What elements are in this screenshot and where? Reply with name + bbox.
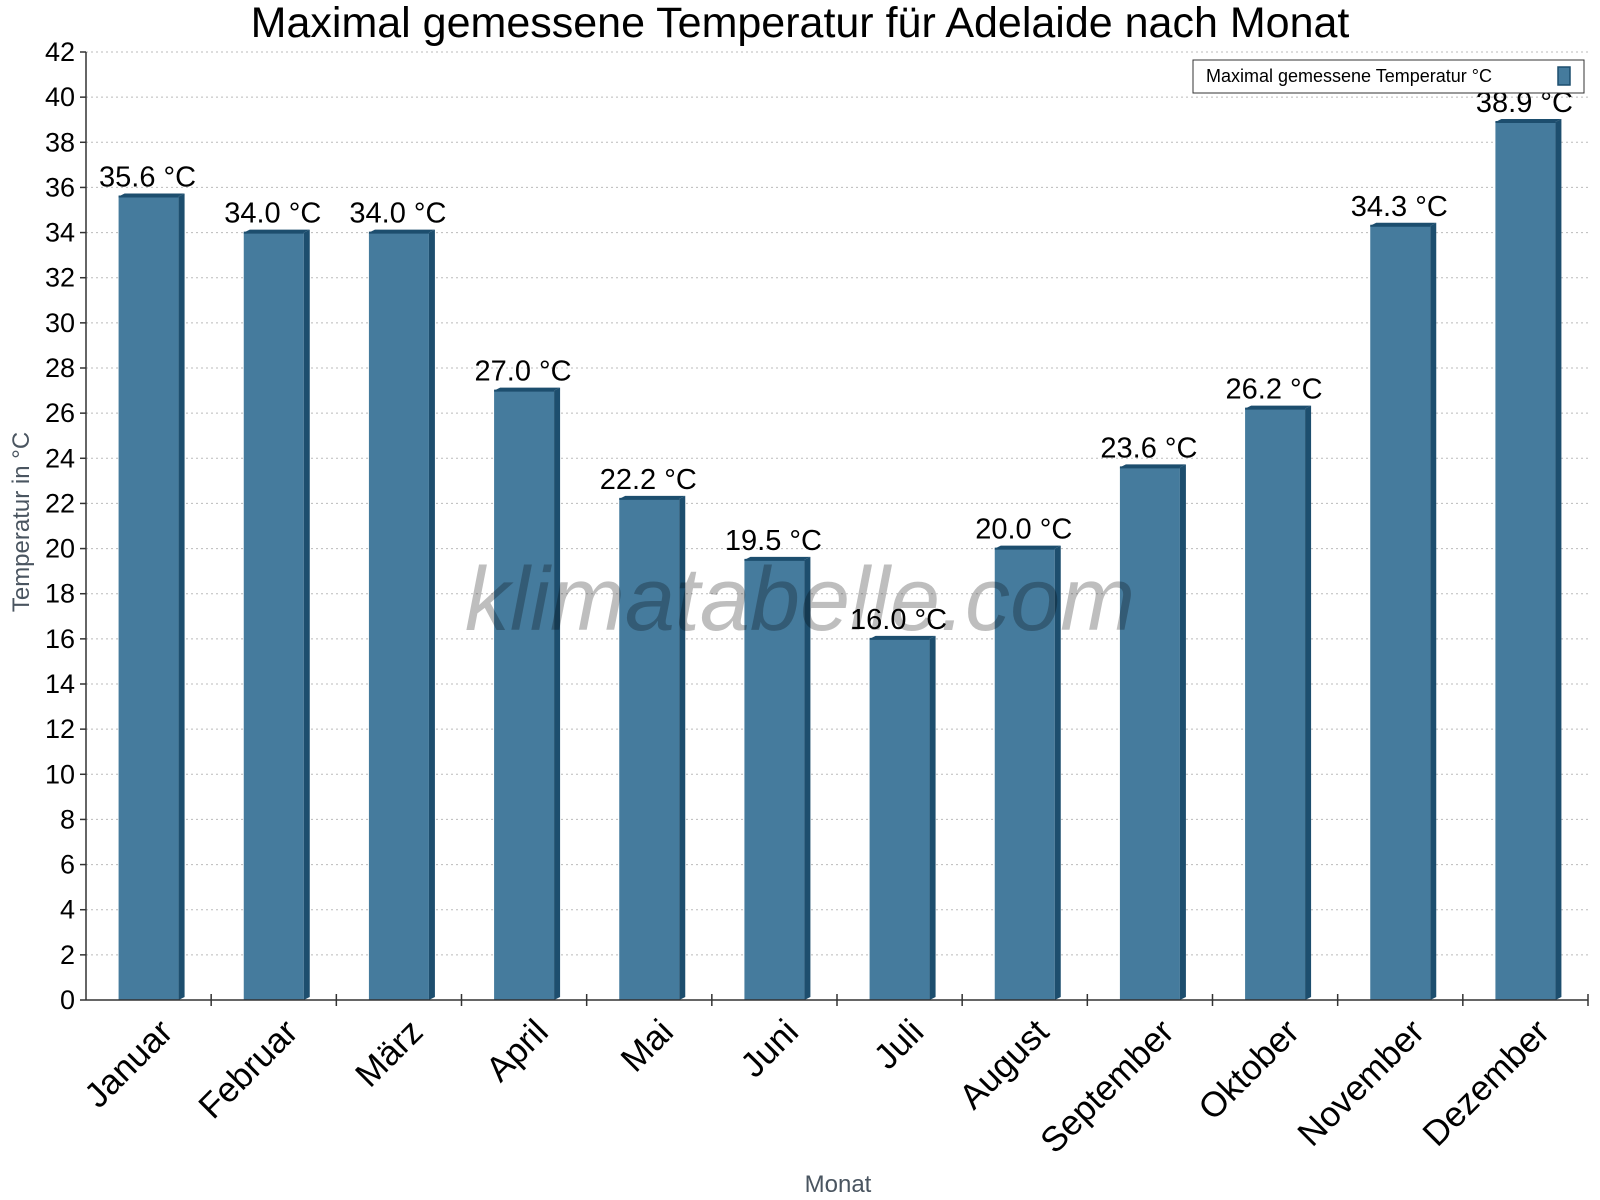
bar-front bbox=[243, 232, 304, 1001]
y-tick-label: 22 bbox=[45, 488, 75, 518]
bar-side bbox=[1555, 118, 1562, 1000]
grid bbox=[86, 51, 1588, 956]
x-tick-label: Mai bbox=[613, 1012, 680, 1079]
bar bbox=[1119, 464, 1186, 1000]
y-tick-label: 30 bbox=[45, 308, 75, 338]
bar-front bbox=[118, 196, 179, 1000]
y-tick-label: 4 bbox=[60, 895, 75, 925]
x-tick-label: Januar bbox=[77, 1012, 180, 1115]
x-tick-label: August bbox=[952, 1012, 1057, 1117]
y-tick-label: 24 bbox=[45, 443, 75, 473]
bar bbox=[869, 635, 936, 1000]
bar-front bbox=[744, 559, 805, 1000]
data-label: 34.0 °C bbox=[224, 198, 321, 230]
y-tick-label: 0 bbox=[60, 985, 75, 1015]
bar-side bbox=[178, 193, 185, 1000]
bar-side bbox=[303, 229, 310, 1001]
bar bbox=[243, 229, 310, 1001]
bar-side bbox=[1179, 464, 1186, 1000]
legend-label: Maximal gemessene Temperatur °C bbox=[1206, 66, 1492, 86]
y-tick-label: 18 bbox=[45, 579, 75, 609]
bar-side bbox=[554, 387, 561, 1001]
chart-title: Maximal gemessene Temperatur für Adelaid… bbox=[251, 0, 1350, 47]
x-axis-label: Monat bbox=[805, 1171, 872, 1198]
x-tick-label: April bbox=[479, 1012, 556, 1089]
bar-front bbox=[1245, 408, 1306, 1001]
bar bbox=[744, 556, 811, 1000]
y-tick-label: 10 bbox=[45, 759, 75, 789]
y-tick-label: 16 bbox=[45, 624, 75, 654]
bar bbox=[1370, 222, 1437, 1001]
bar-side bbox=[804, 556, 811, 1000]
bar-front bbox=[869, 638, 930, 1000]
bar-front bbox=[1119, 467, 1180, 1000]
bar bbox=[1495, 118, 1562, 1000]
data-label: 27.0 °C bbox=[475, 356, 572, 388]
y-tick-label: 6 bbox=[60, 850, 75, 880]
legend: Maximal gemessene Temperatur °C bbox=[1192, 59, 1585, 94]
y-axis-label: Temperatur in °C bbox=[8, 432, 35, 612]
bar-side bbox=[1305, 405, 1312, 1001]
y-tick-label: 2 bbox=[60, 940, 75, 970]
data-label: 22.2 °C bbox=[600, 464, 697, 496]
bar-front bbox=[994, 548, 1055, 1000]
data-label: 35.6 °C bbox=[99, 161, 196, 193]
y-tick-label: 42 bbox=[45, 37, 75, 67]
y-tick-label: 28 bbox=[45, 353, 75, 383]
bar-side bbox=[1430, 222, 1437, 1001]
x-tick-label: September bbox=[1033, 1012, 1182, 1161]
y-tick-label: 26 bbox=[45, 398, 75, 428]
bar-side bbox=[428, 229, 435, 1001]
bar-side bbox=[929, 635, 936, 1000]
y-tick-label: 32 bbox=[45, 263, 75, 293]
data-label: 34.0 °C bbox=[349, 198, 446, 230]
legend-box bbox=[1192, 59, 1585, 94]
x-ticks: Januar Februar März April Mai Juni Juli AugustS… bbox=[77, 994, 1589, 1161]
y-tick-label: 20 bbox=[45, 534, 75, 564]
x-tick-label: November bbox=[1290, 1012, 1432, 1154]
bar-front bbox=[1370, 225, 1431, 1001]
x-tick-label: Oktober bbox=[1191, 1012, 1307, 1128]
bar-front bbox=[619, 498, 680, 1000]
bar-front bbox=[1495, 121, 1556, 1000]
bar bbox=[118, 193, 185, 1000]
x-tick-label: Dezember bbox=[1415, 1012, 1557, 1154]
bar-front bbox=[368, 232, 429, 1001]
y-tick-label: 14 bbox=[45, 669, 75, 699]
data-label: 19.5 °C bbox=[725, 525, 822, 557]
data-label: 26.2 °C bbox=[1226, 374, 1323, 406]
data-labels: 35.6 °C 34.0 °C 34.0 °C 27.0 °C 22.2 °C 19.5 … bbox=[99, 87, 1573, 636]
bars bbox=[118, 118, 1562, 1001]
y-tick-label: 34 bbox=[45, 218, 75, 248]
bar bbox=[994, 545, 1061, 1000]
bar bbox=[1245, 405, 1312, 1001]
bar-side bbox=[1054, 545, 1061, 1000]
legend-swatch bbox=[1557, 66, 1571, 86]
data-label: 23.6 °C bbox=[1100, 432, 1197, 464]
bar-side bbox=[679, 495, 686, 1000]
x-tick-label: März bbox=[348, 1012, 431, 1095]
y-tick-label: 38 bbox=[45, 127, 75, 157]
y-tick-label: 8 bbox=[60, 804, 75, 834]
x-tick-label: Juni bbox=[733, 1012, 806, 1085]
bar bbox=[494, 387, 561, 1001]
y-tick-label: 40 bbox=[45, 82, 75, 112]
data-label: 20.0 °C bbox=[975, 514, 1072, 546]
y-tick-label: 12 bbox=[45, 714, 75, 744]
bar bbox=[619, 495, 686, 1000]
y-tick-label: 36 bbox=[45, 172, 75, 202]
bar-front bbox=[494, 390, 555, 1001]
data-label: 16.0 °C bbox=[850, 604, 947, 636]
watermark: klimatabelle.com bbox=[465, 550, 1135, 650]
x-tick-label: Februar bbox=[191, 1012, 305, 1126]
bar bbox=[368, 229, 435, 1001]
data-label: 34.3 °C bbox=[1351, 191, 1448, 223]
x-tick-label: Juli bbox=[867, 1012, 932, 1077]
